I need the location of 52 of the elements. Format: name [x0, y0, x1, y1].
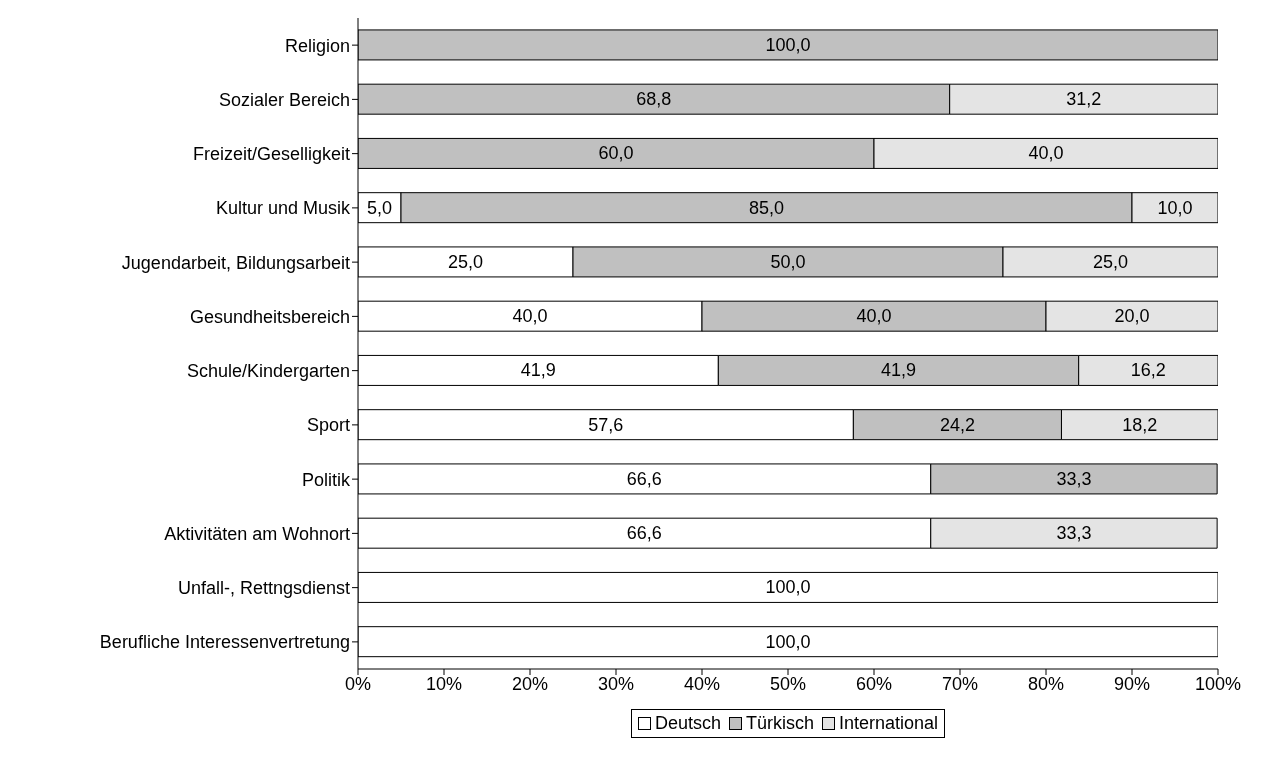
y-tick-label: Aktivitäten am Wohnort: [164, 523, 350, 544]
x-tick-label: 40%: [683, 673, 721, 694]
y-tick-label: Religion: [284, 35, 350, 56]
data-label: 60,0: [598, 143, 634, 164]
data-label: 40,0: [512, 306, 548, 327]
data-label: 18,2: [1122, 414, 1158, 435]
data-label: 100,0: [765, 34, 811, 55]
y-tick-label: Jugendarbeit, Bildungsarbeit: [121, 252, 350, 273]
data-label: 24,2: [939, 414, 975, 435]
x-tick-label: 30%: [597, 673, 635, 694]
data-label: 33,3: [1056, 468, 1092, 489]
x-tick-label: 10%: [425, 673, 463, 694]
data-label: 57,6: [588, 414, 624, 435]
data-label: 31,2: [1066, 89, 1102, 110]
y-tick-label: Kultur und Musik: [215, 198, 351, 219]
x-tick-label: 70%: [941, 673, 979, 694]
legend-label: International: [838, 713, 939, 734]
data-label: 66,6: [626, 468, 662, 489]
y-tick-label: Unfall-, Rettngsdienst: [177, 578, 350, 599]
data-label: 40,0: [1028, 143, 1064, 164]
data-label: 50,0: [770, 251, 806, 272]
y-tick-label: Sozialer Bereich: [218, 89, 350, 110]
data-label: 5,0: [366, 197, 393, 218]
x-tick-label: 80%: [1027, 673, 1065, 694]
data-label: 100,0: [765, 577, 811, 598]
data-label: 41,9: [880, 360, 917, 381]
x-tick-label: 90%: [1113, 673, 1151, 694]
y-tick-label: Gesundheitsbereich: [189, 306, 350, 327]
data-label: 85,0: [748, 197, 785, 218]
data-label: 16,2: [1130, 360, 1166, 381]
x-tick-label: 20%: [511, 673, 549, 694]
data-label: 66,6: [626, 523, 662, 544]
y-tick-label: Sport: [306, 415, 350, 436]
legend-label: Deutsch: [653, 713, 721, 734]
x-tick-label: 50%: [769, 673, 807, 694]
data-label: 10,0: [1157, 197, 1193, 218]
data-label: 100,0: [765, 631, 811, 652]
x-tick-label: 60%: [855, 673, 893, 694]
data-label: 33,3: [1056, 523, 1092, 544]
x-tick-label: 0%: [344, 673, 372, 694]
data-label: 40,0: [856, 306, 892, 327]
data-label: 25,0: [447, 251, 484, 272]
x-tick-label: 100%: [1194, 673, 1242, 694]
y-tick-label: Berufliche Interessenvertretung: [99, 632, 350, 653]
y-tick-label: Freizeit/Geselligkeit: [192, 144, 350, 165]
legend-label: Türkisch: [744, 713, 814, 734]
y-tick-label: Schule/Kindergarten: [186, 361, 350, 382]
data-label: 20,0: [1114, 306, 1150, 327]
data-label: 68,8: [636, 89, 672, 110]
data-label: 25,0: [1092, 251, 1129, 272]
y-tick-label: Politik: [301, 469, 351, 490]
data-label: 41,9: [520, 360, 556, 381]
